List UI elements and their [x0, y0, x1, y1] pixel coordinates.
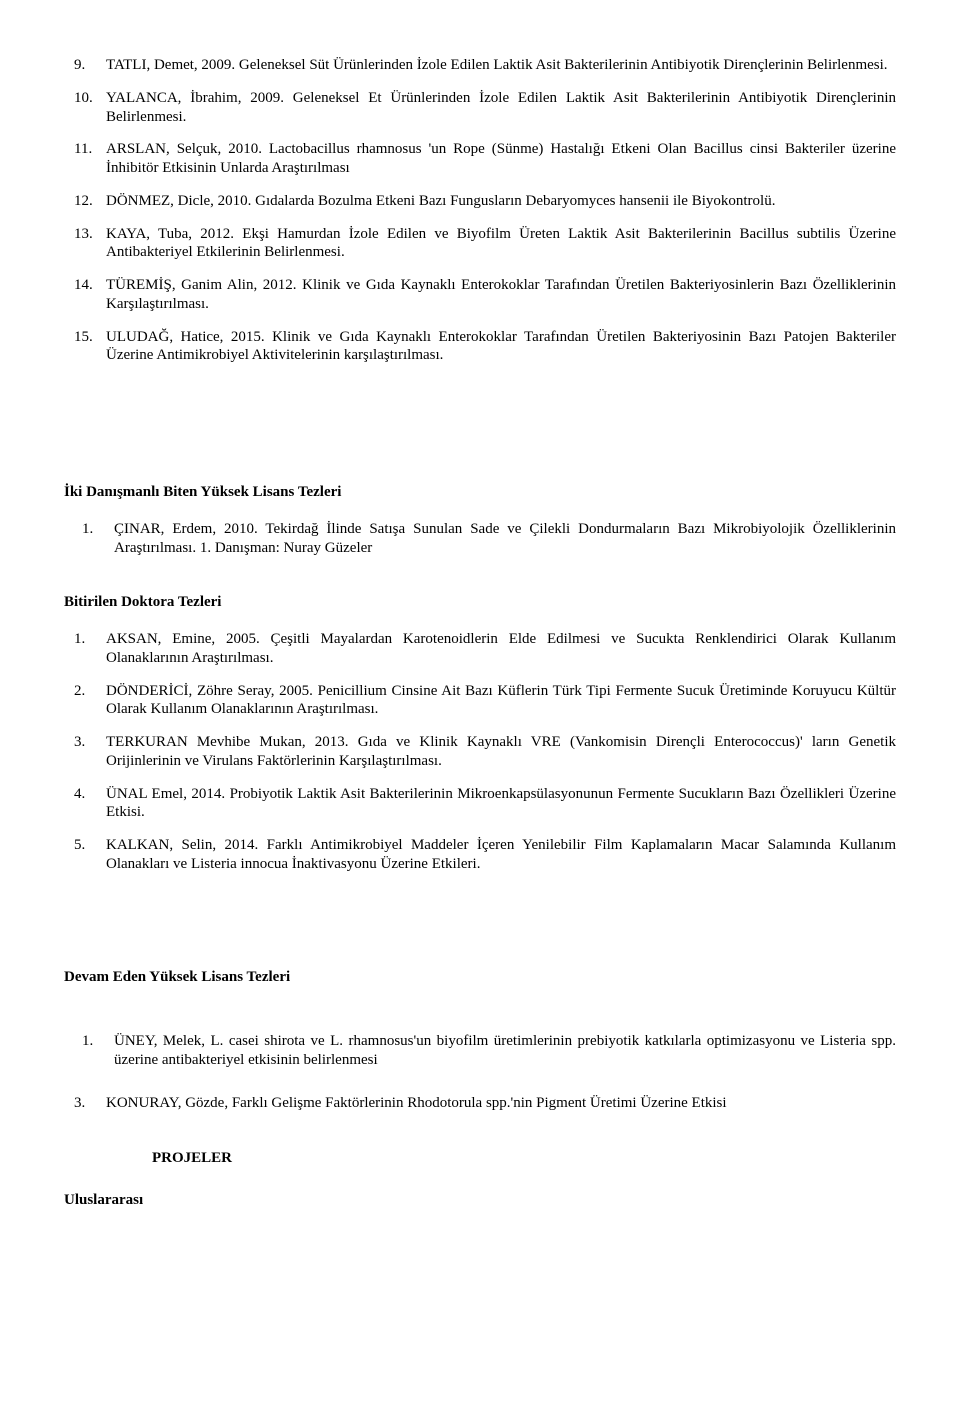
item-number: 1.: [64, 520, 114, 558]
item-number: 15.: [64, 328, 106, 366]
section-heading-doktora: Bitirilen Doktora Tezleri: [64, 593, 896, 612]
list-item: 9. TATLI, Demet, 2009. Geleneksel Süt Ür…: [64, 56, 896, 75]
spacer: [64, 1004, 896, 1032]
list-item: 5. KALKAN, Selin, 2014. Farklı Antimikro…: [64, 836, 896, 874]
list-item: 3. TERKURAN Mevhibe Mukan, 2013. Gıda ve…: [64, 733, 896, 771]
item-text: ARSLAN, Selçuk, 2010. Lactobacillus rham…: [106, 140, 896, 178]
list-item: 10. YALANCA, İbrahim, 2009. Geleneksel E…: [64, 89, 896, 127]
item-number: 12.: [64, 192, 106, 211]
item-text: TERKURAN Mevhibe Mukan, 2013. Gıda ve Kl…: [106, 733, 896, 771]
item-number: 9.: [64, 56, 106, 75]
item-text: KONURAY, Gözde, Farklı Gelişme Faktörler…: [106, 1094, 896, 1113]
item-number: 1.: [64, 1032, 114, 1070]
list-block-4: 1. ÜNEY, Melek, L. casei shirota ve L. r…: [64, 1032, 896, 1112]
item-text: AKSAN, Emine, 2005. Çeşitli Mayalardan K…: [106, 630, 896, 668]
list-item: 2. DÖNDERİCİ, Zöhre Seray, 2005. Penicil…: [64, 682, 896, 720]
list-item: 15. ULUDAĞ, Hatice, 2015. Klinik ve Gıda…: [64, 328, 896, 366]
item-text: ÜNAL Emel, 2014. Probiyotik Laktik Asit …: [106, 785, 896, 823]
item-number: 10.: [64, 89, 106, 127]
item-number: 4.: [64, 785, 106, 823]
list-item: 11. ARSLAN, Selçuk, 2010. Lactobacillus …: [64, 140, 896, 178]
item-text: ÜNEY, Melek, L. casei shirota ve L. rham…: [114, 1032, 896, 1070]
item-number: 1.: [64, 630, 106, 668]
item-text: ÇINAR, Erdem, 2010. Tekirdağ İlinde Satı…: [114, 520, 896, 558]
item-text: TATLI, Demet, 2009. Geleneksel Süt Ürünl…: [106, 56, 896, 75]
list-item: 14. TÜREMİŞ, Ganim Alin, 2012. Klinik ve…: [64, 276, 896, 314]
item-number: 13.: [64, 225, 106, 263]
list-item: 1. ÜNEY, Melek, L. casei shirota ve L. r…: [64, 1032, 896, 1070]
item-number: 3.: [64, 733, 106, 771]
list-item: 1. AKSAN, Emine, 2005. Çeşitli Mayalarda…: [64, 630, 896, 668]
item-number: 3.: [64, 1094, 106, 1113]
item-number: 2.: [64, 682, 106, 720]
list-item: 12. DÖNMEZ, Dicle, 2010. Gıdalarda Bozul…: [64, 192, 896, 211]
item-text: ULUDAĞ, Hatice, 2015. Klinik ve Gıda Kay…: [106, 328, 896, 366]
item-text: YALANCA, İbrahim, 2009. Geleneksel Et Ür…: [106, 89, 896, 127]
item-text: KAYA, Tuba, 2012. Ekşi Hamurdan İzole Ed…: [106, 225, 896, 263]
list-block-3: 1. AKSAN, Emine, 2005. Çeşitli Mayalarda…: [64, 630, 896, 874]
list-item: 1. ÇINAR, Erdem, 2010. Tekirdağ İlinde S…: [64, 520, 896, 558]
spacer: [64, 910, 896, 938]
spacer: [64, 401, 896, 453]
section-heading-devam-eden-yl: Devam Eden Yüksek Lisans Tezleri: [64, 968, 896, 987]
spacer: [64, 1084, 896, 1094]
list-block-1: 9. TATLI, Demet, 2009. Geleneksel Süt Ür…: [64, 56, 896, 365]
item-text: DÖNDERİCİ, Zöhre Seray, 2005. Penicilliu…: [106, 682, 896, 720]
item-text: TÜREMİŞ, Ganim Alin, 2012. Klinik ve Gıd…: [106, 276, 896, 314]
section-heading-iki-danismanli: İki Danışmanlı Biten Yüksek Lisans Tezle…: [64, 483, 896, 502]
list-item: 4. ÜNAL Emel, 2014. Probiyotik Laktik As…: [64, 785, 896, 823]
item-number: 11.: [64, 140, 106, 178]
list-item: 13. KAYA, Tuba, 2012. Ekşi Hamurdan İzol…: [64, 225, 896, 263]
item-text: KALKAN, Selin, 2014. Farklı Antimikrobiy…: [106, 836, 896, 874]
section-heading-projeler: PROJELER: [64, 1149, 896, 1168]
section-heading-uluslararasi: Uluslararası: [64, 1191, 896, 1210]
item-number: 5.: [64, 836, 106, 874]
list-item: 3. KONURAY, Gözde, Farklı Gelişme Faktör…: [64, 1094, 896, 1113]
item-number: 14.: [64, 276, 106, 314]
list-block-2: 1. ÇINAR, Erdem, 2010. Tekirdağ İlinde S…: [64, 520, 896, 558]
item-text: DÖNMEZ, Dicle, 2010. Gıdalarda Bozulma E…: [106, 192, 896, 211]
